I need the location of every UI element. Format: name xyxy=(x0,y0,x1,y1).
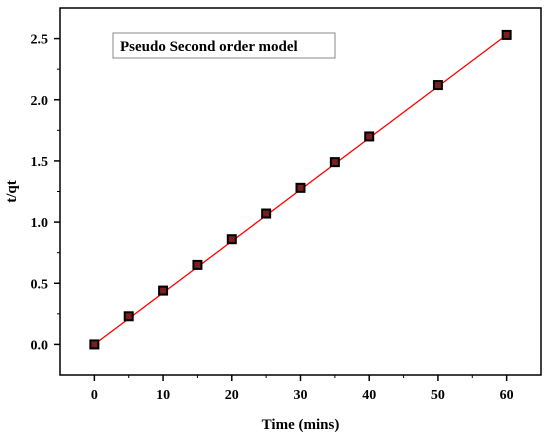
data-points xyxy=(89,29,512,350)
y-tick-label: 0.5 xyxy=(31,277,49,292)
x-tick-label: 40 xyxy=(362,388,376,403)
y-tick-label: 0.0 xyxy=(31,338,49,353)
data-point xyxy=(432,80,443,91)
legend-label: Pseudo Second order model xyxy=(120,39,298,55)
x-tick-label: 60 xyxy=(500,388,514,403)
data-point xyxy=(364,131,375,142)
y-tick-label: 1.0 xyxy=(31,216,49,231)
data-point xyxy=(261,208,272,219)
y-tick-label: 2.0 xyxy=(31,94,49,109)
x-axis-title: Time (mins) xyxy=(262,417,340,433)
data-point xyxy=(329,157,340,168)
x-tick-label: 50 xyxy=(431,388,445,403)
legend: Pseudo Second order model xyxy=(112,32,336,59)
y-axis-title: t/qt xyxy=(4,180,20,203)
x-tick-label: 20 xyxy=(225,388,239,403)
data-point xyxy=(89,339,100,350)
x-tick-label: 10 xyxy=(156,388,170,403)
y-axis-ticks: 0.0 0.5 1.0 1.5 2.0 2.5 xyxy=(31,33,60,353)
data-point xyxy=(192,259,203,270)
data-point xyxy=(295,182,306,193)
x-tick-label: 0 xyxy=(91,388,98,403)
data-point xyxy=(226,234,237,245)
data-point xyxy=(501,29,512,40)
x-axis-ticks: 0 10 20 30 40 50 60 xyxy=(91,375,514,403)
y-tick-label: 1.5 xyxy=(31,155,49,170)
data-point xyxy=(123,311,134,322)
y-tick-label: 2.5 xyxy=(31,33,49,48)
x-tick-label: 30 xyxy=(294,388,308,403)
data-point xyxy=(158,285,169,296)
legend-box xyxy=(112,32,336,59)
